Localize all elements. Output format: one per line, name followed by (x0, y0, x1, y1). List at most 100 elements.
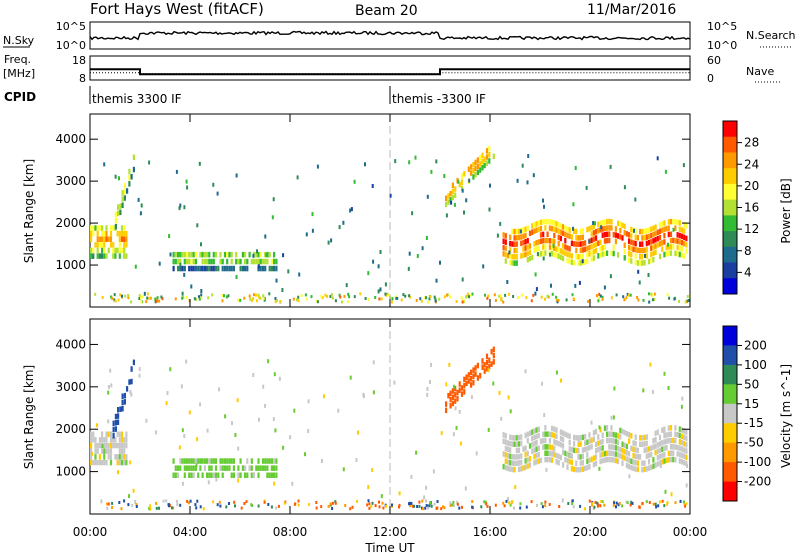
range-cell (183, 465, 186, 471)
range-cell (586, 439, 589, 445)
ground-cell (546, 294, 549, 298)
range-cell (192, 265, 195, 272)
range-cell (678, 445, 681, 451)
scatter-cell (252, 472, 255, 477)
range-cell (669, 437, 673, 444)
ground-cell (233, 500, 236, 504)
range-cell (456, 389, 459, 396)
range-cell (112, 426, 115, 433)
range-cell (557, 253, 560, 259)
range-cell (109, 448, 113, 454)
ground-cell (138, 294, 141, 298)
range-cell (232, 265, 235, 272)
scatter-cell (257, 264, 260, 269)
scatter-cell (623, 255, 626, 260)
range-cell (652, 463, 655, 469)
range-cell (221, 265, 224, 272)
range-cell (123, 442, 126, 449)
range-cell (502, 432, 505, 438)
range-cell (535, 446, 538, 452)
ground-cell (185, 295, 188, 299)
ground-cell (398, 503, 401, 507)
range-cell (511, 435, 514, 441)
range-cell (172, 458, 175, 464)
range-cell (663, 220, 666, 226)
range-cell (674, 457, 677, 463)
range-cell (123, 242, 126, 248)
range-cell (650, 257, 653, 264)
scatter-cell (237, 446, 240, 451)
ground-cell (648, 292, 650, 296)
range-cell (492, 359, 495, 365)
scatter-cell (379, 250, 382, 254)
range-cell (658, 228, 662, 234)
range-cell (542, 444, 545, 450)
range-cell (174, 465, 177, 471)
range-cell (255, 465, 258, 471)
range-cell (544, 225, 547, 231)
range-cell (248, 465, 251, 471)
range-cell (685, 429, 688, 435)
range-cell (522, 446, 525, 452)
range-cell (109, 225, 113, 231)
range-cell (680, 427, 684, 433)
range-cell (678, 232, 681, 239)
ground-cell (424, 506, 427, 510)
range-cell (665, 432, 668, 438)
ground-cell (595, 294, 598, 298)
range-cell (212, 265, 215, 272)
scatter-cell (656, 156, 659, 161)
range-cell (621, 454, 624, 460)
range-cell (678, 226, 681, 232)
ground-cell (148, 507, 151, 511)
range-cell (121, 399, 124, 406)
colorbar-tick-label: -100 (744, 455, 771, 469)
range-cell (639, 247, 642, 254)
ground-cell (119, 293, 122, 297)
range-cell (630, 239, 633, 245)
range-cell (190, 258, 193, 265)
scatter-cell (327, 240, 330, 245)
range-cell (553, 239, 556, 245)
ground-cell (597, 296, 600, 300)
ground-cell (603, 503, 606, 507)
range-cell (504, 239, 507, 245)
range-cell (105, 431, 108, 437)
ground-cell (274, 300, 277, 304)
ground-cell (487, 294, 490, 298)
scatter-cell (450, 200, 453, 205)
range-cell (628, 457, 631, 463)
scatter-cell (394, 159, 397, 164)
range-cell (592, 249, 595, 255)
range-cell (680, 433, 684, 440)
range-cell (513, 466, 516, 473)
range-cell (120, 225, 124, 231)
range-cell (472, 168, 475, 174)
x-tick-label: 16:00 (473, 525, 508, 539)
range-cell (628, 463, 631, 470)
range-cell (601, 245, 604, 251)
range-cell (590, 224, 593, 231)
range-cell (553, 451, 556, 458)
ground-cell (140, 296, 142, 300)
range-cell (553, 445, 556, 451)
range-cell (447, 193, 450, 199)
range-cell (528, 462, 532, 468)
range-cell (595, 454, 598, 460)
scatter-cell (107, 385, 110, 389)
ground-cell (111, 296, 113, 300)
range-cell (581, 247, 584, 253)
range-cell (535, 433, 538, 440)
ground-cell (420, 299, 423, 303)
range-cell (562, 224, 565, 230)
range-cell (221, 258, 224, 265)
range-cell (485, 160, 489, 166)
ground-cell (252, 297, 255, 301)
range-cell (559, 435, 562, 442)
range-cell (597, 221, 600, 228)
range-cell (535, 227, 538, 233)
range-cell (230, 258, 233, 265)
ground-cell (557, 298, 560, 302)
range-cell (524, 451, 527, 458)
range-cell (117, 413, 120, 419)
